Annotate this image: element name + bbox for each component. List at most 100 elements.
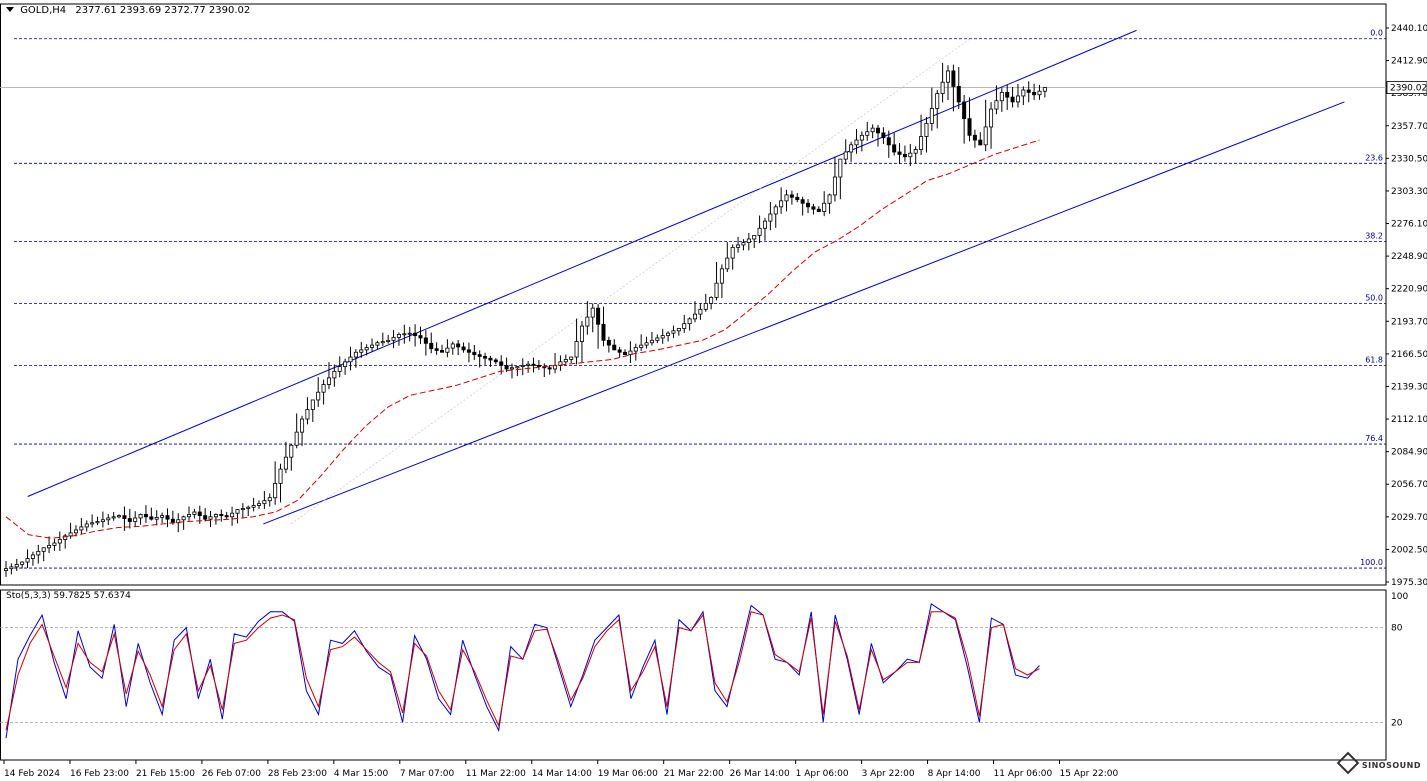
candle-body <box>106 517 111 521</box>
candle-body <box>693 313 698 320</box>
time-tick-label: 8 Apr 14:00 <box>928 769 981 779</box>
candle-body <box>989 108 994 128</box>
time-tick-label: 1 Apr 06:00 <box>796 769 849 779</box>
candle-body <box>940 81 945 94</box>
candle-body <box>579 325 584 342</box>
fib-level-label: 100.0 <box>1360 558 1383 567</box>
candle-body <box>811 206 816 210</box>
candle-body <box>972 134 977 141</box>
candle-body <box>127 518 132 522</box>
candle-body <box>596 307 601 325</box>
candle-body <box>719 268 724 284</box>
logo-diamond-icon <box>1336 751 1360 775</box>
candle-body <box>321 384 326 393</box>
candle-body <box>768 213 773 222</box>
chart-header: GOLD,H4 2377.61 2393.69 2372.77 2390.02 <box>6 5 250 16</box>
candle-body <box>897 151 902 155</box>
candle-body <box>1042 87 1047 92</box>
candle-body <box>660 335 665 339</box>
candle-body <box>929 108 934 124</box>
candle-body <box>730 246 735 259</box>
candle-body <box>456 343 461 348</box>
candle-body <box>461 346 466 351</box>
time-tick-label: 21 Mar 22:00 <box>664 769 724 779</box>
price-tick-label: 1975.30 <box>1391 578 1427 588</box>
candle-body <box>676 328 681 332</box>
candle-body <box>224 515 229 518</box>
candle-body <box>832 176 837 196</box>
candle-body <box>176 519 181 524</box>
candle-body <box>79 526 84 531</box>
candle-body <box>133 517 138 522</box>
candle-body <box>332 370 337 379</box>
candle-body <box>1021 89 1026 97</box>
stochastic-label: Sto(5,3,3) 59.7825 57.6374 <box>6 591 131 601</box>
candle-body <box>816 208 821 212</box>
candle-body <box>951 70 956 87</box>
candle-body <box>714 282 719 298</box>
time-tick-label: 3 Apr 22:00 <box>862 769 915 779</box>
candle-body <box>235 509 240 514</box>
candle-body <box>391 336 396 341</box>
candle-body <box>434 348 439 351</box>
candle-body <box>563 359 568 363</box>
candle-body <box>9 566 14 570</box>
candle-body <box>908 152 913 158</box>
candle-body <box>283 456 288 470</box>
candle-body <box>762 220 767 229</box>
time-tick-label: 19 Mar 06:00 <box>598 769 658 779</box>
candle-body <box>326 377 331 385</box>
candle-body <box>305 409 310 420</box>
candle-body <box>870 127 875 133</box>
candle-body <box>256 503 261 506</box>
candle-body <box>386 339 391 342</box>
candle-body <box>526 363 531 366</box>
price-tick-label: 2385.70 <box>1391 89 1427 99</box>
price-tick-label: 2056.70 <box>1391 480 1427 490</box>
candle-body <box>671 330 676 334</box>
candle-body <box>504 364 509 370</box>
candle-body <box>499 361 504 366</box>
channel-upper-line <box>27 29 1137 497</box>
watermark-text: SINOSOUND <box>1361 761 1421 770</box>
candle-body <box>493 359 498 363</box>
candle-body <box>251 505 256 508</box>
candle-body <box>854 139 859 146</box>
candle-body <box>273 483 278 499</box>
candle-body <box>623 351 628 356</box>
candle-body <box>68 532 73 537</box>
candle-body <box>902 153 907 158</box>
candle-body <box>649 339 654 344</box>
price-tick-label: 2440.10 <box>1391 24 1427 34</box>
candle-body <box>488 357 493 361</box>
candle-body <box>429 342 434 350</box>
candle-body <box>983 126 988 146</box>
candle-body <box>353 351 358 358</box>
candle-body <box>143 514 148 518</box>
candle-body <box>962 101 967 120</box>
price-tick-label: 2029.70 <box>1391 513 1427 523</box>
candle-body <box>741 242 746 246</box>
candle-body <box>752 235 757 240</box>
candle-body <box>25 558 30 563</box>
candle-body <box>300 418 305 433</box>
candle-body <box>919 136 924 151</box>
price-tick-label: 2412.90 <box>1391 57 1427 67</box>
candle-body <box>30 554 35 559</box>
candle-body <box>617 349 622 353</box>
dropdown-triangle-icon[interactable] <box>6 7 14 12</box>
fib-level-label: 23.6 <box>1365 153 1383 162</box>
candle-body <box>822 202 827 212</box>
candle-body <box>57 539 62 544</box>
candle-body <box>666 332 671 336</box>
candle-body <box>1032 91 1037 96</box>
candle-body <box>612 344 617 351</box>
ohlc-values: 2377.61 2393.69 2372.77 2390.02 <box>75 5 251 16</box>
time-tick-label: 26 Feb 07:00 <box>202 769 261 779</box>
candle-body <box>289 444 294 458</box>
candle-body <box>601 323 606 341</box>
candle-body <box>380 341 385 344</box>
candle-body <box>170 518 175 524</box>
candle-body <box>886 137 891 146</box>
